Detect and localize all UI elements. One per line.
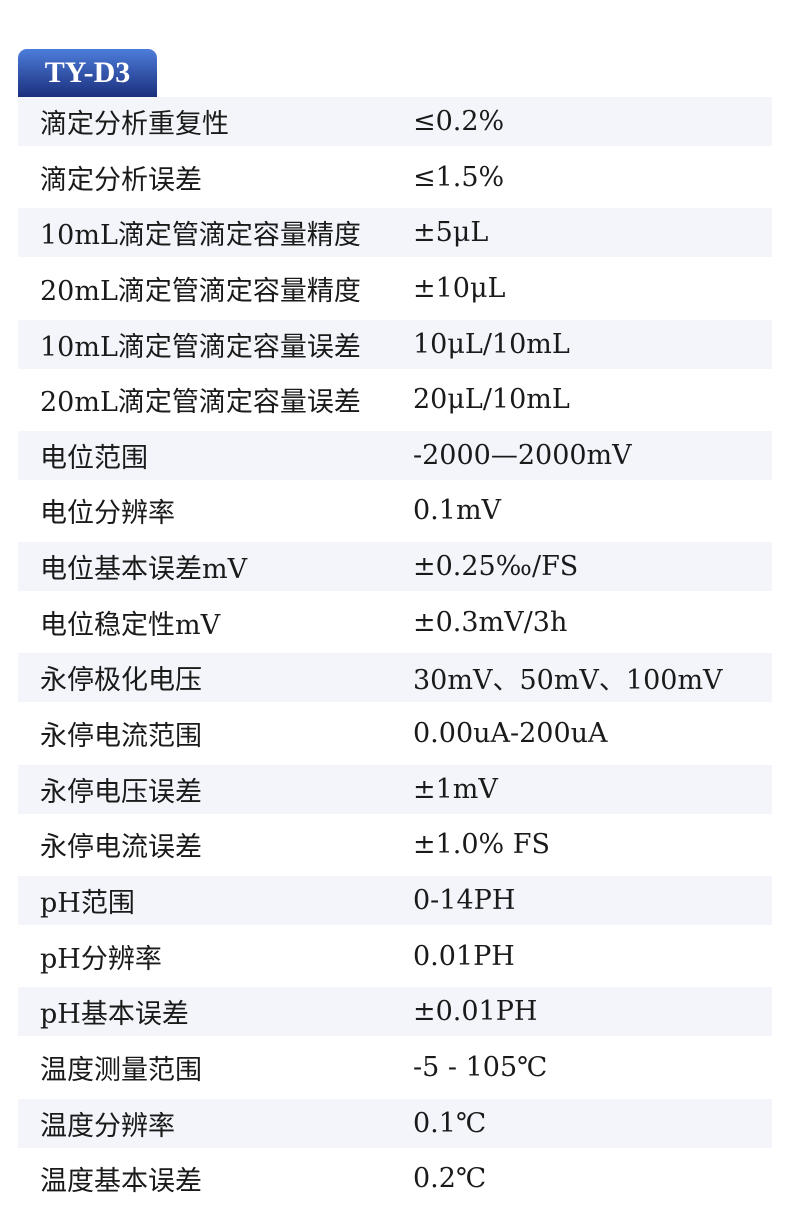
- spec-label: 电位基本误差mV: [40, 554, 248, 586]
- spec-label: 温度测量范围: [40, 1054, 202, 1086]
- spec-label: 永停电流误差: [40, 832, 202, 864]
- spec-value: ±1.0% FS: [413, 829, 551, 861]
- spec-label: 滴定分析误差: [40, 164, 202, 196]
- spec-value: ±0.01PH: [413, 996, 538, 1028]
- spec-value: 30mV、50mV、100mV: [413, 665, 723, 697]
- spec-row: 永停电流范围 0.00uA-200uA: [18, 709, 772, 758]
- spec-value: ±10μL: [413, 272, 506, 304]
- spec-value: ±0.3mV/3h: [413, 606, 568, 638]
- spec-row: 温度基本误差 0.2℃: [18, 1154, 772, 1203]
- spec-row: 20mL滴定管滴定容量误差 20μL/10mL: [18, 375, 772, 424]
- spec-row: 温度分辨率 0.1℃: [18, 1098, 772, 1148]
- spec-label: 电位稳定性mV: [40, 609, 221, 641]
- spec-label: pH分辨率: [40, 943, 162, 975]
- spec-value: -5 - 105℃: [413, 1051, 548, 1083]
- spec-row: 电位稳定性mV ±0.3mV/3h: [18, 598, 772, 647]
- spec-value: 20μL/10mL: [413, 384, 570, 416]
- spec-value: 0.1℃: [413, 1107, 487, 1139]
- spec-row: 永停电压误差 ±1mV: [18, 764, 772, 814]
- spec-label: pH基本误差: [40, 999, 189, 1031]
- spec-label: 10mL滴定管滴定容量误差: [40, 331, 361, 363]
- spec-row: 电位范围 -2000—2000mV: [18, 430, 772, 480]
- spec-label: 20mL滴定管滴定容量精度: [40, 275, 361, 307]
- spec-label: 20mL滴定管滴定容量误差: [40, 387, 361, 419]
- spec-value: -2000—2000mV: [413, 439, 632, 471]
- spec-label: 温度基本误差: [40, 1166, 202, 1198]
- spec-value: 0-14PH: [413, 884, 516, 916]
- spec-value: ±5μL: [413, 217, 489, 249]
- spec-value: ±0.25‰/FS: [413, 551, 579, 583]
- spec-label: pH范围: [40, 887, 135, 919]
- spec-label: 滴定分析重复性: [40, 109, 229, 140]
- spec-value: ≤0.2%: [413, 106, 505, 137]
- spec-value: 0.1mV: [413, 495, 502, 527]
- spec-value: 0.01PH: [413, 940, 515, 972]
- spec-row: 10mL滴定管滴定容量精度 ±5μL: [18, 208, 772, 258]
- model-tab: TY-D3: [18, 49, 157, 97]
- spec-value: ±1mV: [413, 773, 498, 805]
- spec-row: pH分辨率 0.01PH: [18, 932, 772, 981]
- spec-label: 永停电压误差: [40, 776, 202, 808]
- spec-row: pH基本误差 ±0.01PH: [18, 987, 772, 1037]
- spec-label: 电位范围: [40, 442, 148, 474]
- spec-row: 电位分辨率 0.1mV: [18, 486, 772, 535]
- spec-table: 滴定分析重复性 ≤0.2% 滴定分析误差 ≤1.5% 10mL滴定管滴定容量精度 ±5μL…: [18, 97, 772, 1210]
- spec-value: 10μL/10mL: [413, 328, 570, 360]
- spec-value: ≤1.5%: [413, 161, 505, 193]
- spec-row: 永停极化电压 30mV、50mV、100mV: [18, 653, 772, 703]
- spec-row: 电位基本误差mV ±0.25‰/FS: [18, 542, 772, 592]
- spec-label: 永停电流范围: [40, 721, 202, 753]
- spec-label: 永停极化电压: [40, 665, 202, 697]
- spec-row: 温度测量范围 -5 - 105℃: [18, 1043, 772, 1092]
- spec-row: 滴定分析重复性 ≤0.2%: [18, 97, 772, 146]
- spec-label: 电位分辨率: [40, 498, 175, 530]
- spec-value: 0.00uA-200uA: [413, 718, 608, 750]
- spec-row: 10mL滴定管滴定容量误差 10μL/10mL: [18, 319, 772, 369]
- spec-label: 10mL滴定管滴定容量精度: [40, 220, 361, 252]
- spec-label: 温度分辨率: [40, 1110, 175, 1142]
- spec-row: pH范围 0-14PH: [18, 875, 772, 925]
- spec-row: 20mL滴定管滴定容量精度 ±10μL: [18, 264, 772, 313]
- spec-value: 0.2℃: [413, 1163, 487, 1195]
- spec-row: 永停电流误差 ±1.0% FS: [18, 820, 772, 869]
- spec-row: 滴定分析误差 ≤1.5%: [18, 153, 772, 202]
